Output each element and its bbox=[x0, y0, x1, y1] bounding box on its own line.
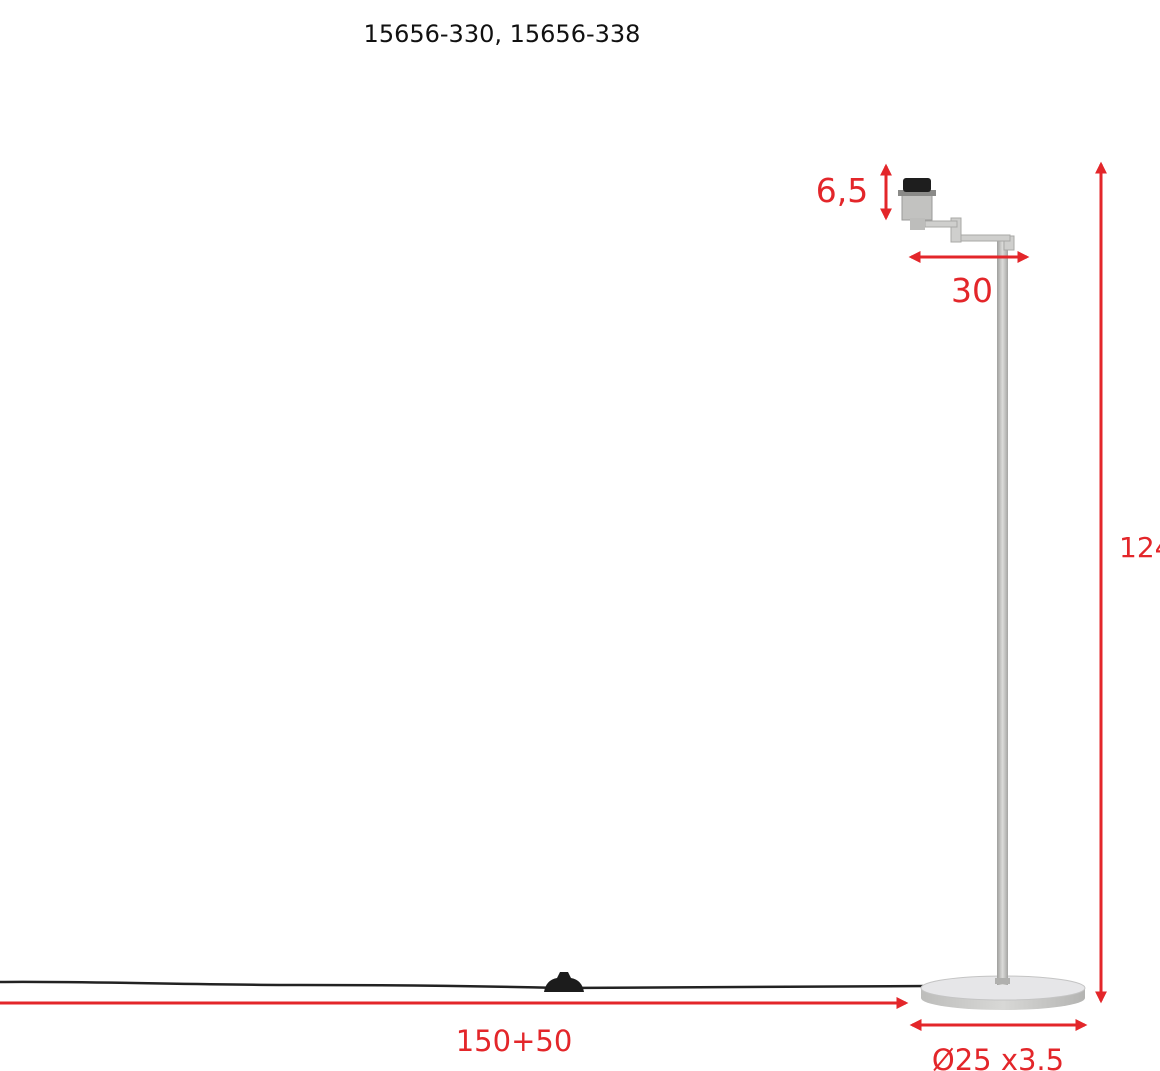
product-codes-title: 15656-330, 15656-338 bbox=[364, 20, 641, 48]
arm-length-label: 30 bbox=[951, 271, 993, 310]
total-height-label: 124 bbox=[1119, 531, 1160, 564]
power-cable bbox=[0, 980, 931, 990]
lamp-base bbox=[920, 975, 1086, 1010]
lamp-pole bbox=[997, 240, 1008, 985]
lamp-socket bbox=[898, 178, 936, 230]
cable-length-label: 150+50 bbox=[456, 1024, 573, 1058]
base-size-label: Ø25 x3.5 bbox=[932, 1043, 1064, 1071]
socket-height-label: 6,5 bbox=[816, 171, 868, 210]
foot-switch bbox=[544, 972, 584, 992]
